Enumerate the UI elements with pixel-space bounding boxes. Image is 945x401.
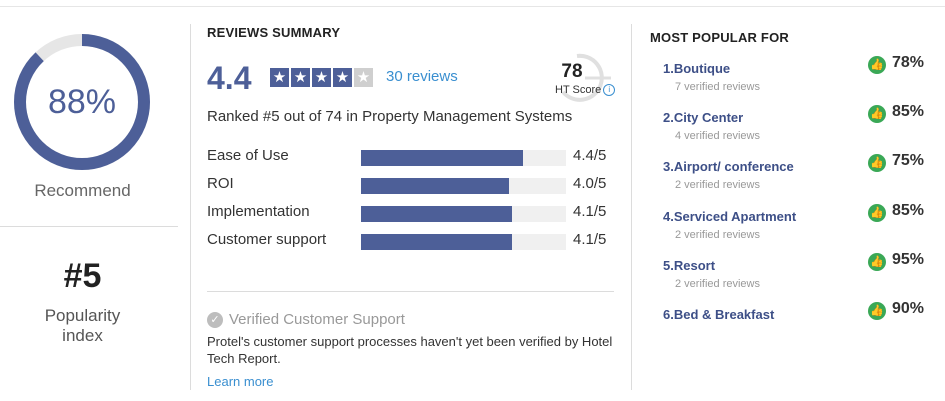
popular-item-name[interactable]: 4.Serviced Apartment: [663, 209, 797, 224]
criteria-bar: [361, 178, 566, 194]
criteria-value: 4.4/5: [573, 147, 607, 164]
criteria-bar-fill: [361, 150, 524, 166]
reviews-summary-title: REVIEWS SUMMARY: [207, 25, 341, 40]
ht-score-dial-icon: [561, 53, 611, 102]
criteria-row: Ease of Use 4.4/5: [207, 147, 617, 167]
popular-item-name[interactable]: 1.Boutique: [663, 61, 731, 76]
verified-support-description: Protel's customer support processes have…: [207, 334, 613, 366]
criteria-row: Implementation 4.1/5: [207, 203, 617, 223]
popular-item-reviews: 4 verified reviews: [675, 130, 760, 142]
criteria-bar: [361, 150, 566, 166]
check-circle-icon: ✓: [207, 311, 223, 328]
criteria-label: ROI: [207, 175, 234, 192]
criteria-bar-fill: [361, 206, 513, 222]
verified-support-heading: ✓ Verified Customer Support: [207, 311, 405, 328]
popular-item[interactable]: 4.Serviced Apartment 2 verified reviews 👍 8…: [663, 202, 933, 253]
popular-item-percent: 85%: [892, 202, 925, 219]
middle-divider: [207, 291, 614, 292]
popular-item-reviews: 2 verified reviews: [675, 278, 760, 290]
ranked-text: Ranked #5 out of 74 in Property Manageme…: [207, 108, 573, 125]
thumbs-up-icon: 👍: [868, 154, 886, 172]
thumbs-up-icon: 👍: [868, 204, 886, 222]
criteria-bar-fill: [361, 234, 513, 250]
recommend-gauge: 88%: [13, 33, 151, 171]
info-icon[interactable]: i: [603, 84, 616, 96]
popular-item-percent: 78%: [892, 54, 925, 71]
popular-item[interactable]: 3.Airport/ conference 2 verified reviews 👍…: [663, 152, 933, 203]
popular-item[interactable]: 2.City Center 4 verified reviews 👍 85%: [663, 103, 933, 154]
popularity-label: Popularity index: [0, 306, 165, 346]
reviews-link[interactable]: 30 reviews: [386, 68, 458, 85]
top-divider: [0, 6, 945, 7]
criteria-value: 4.1/5: [573, 231, 607, 248]
popular-item-reviews: 2 verified reviews: [675, 229, 760, 241]
thumbs-up-icon: 👍: [868, 105, 886, 123]
most-popular-title: MOST POPULAR FOR: [650, 30, 789, 45]
overall-rating: 4.4: [207, 60, 252, 96]
popular-item-percent: 95%: [892, 251, 925, 268]
criteria-bar: [361, 234, 566, 250]
left-divider: [0, 226, 178, 227]
popular-item-percent: 75%: [892, 152, 925, 169]
criteria-value: 4.1/5: [573, 203, 607, 220]
star-filled-icon: ★: [333, 68, 352, 87]
recommend-label: Recommend: [34, 181, 131, 200]
popular-item-name[interactable]: 2.City Center: [663, 110, 744, 125]
star-rating: ★ ★ ★ ★ ★: [270, 68, 373, 87]
popularity-label-line1: Popularity: [44, 306, 121, 325]
popular-item-reviews: 2 verified reviews: [675, 179, 760, 191]
popular-item[interactable]: 1.Boutique 7 verified reviews 👍 78%: [663, 54, 933, 105]
popular-item-percent: 90%: [892, 300, 925, 317]
criteria-label: Implementation: [207, 203, 310, 220]
star-empty-icon: ★: [354, 68, 373, 87]
criteria-row: Customer support 4.1/5: [207, 231, 617, 251]
criteria-bar: [361, 206, 566, 222]
column-divider-right: [631, 24, 632, 390]
popular-item-name[interactable]: 6.Bed & Breakfast: [663, 307, 775, 322]
thumbs-up-icon: 👍: [868, 302, 886, 320]
criteria-label: Customer support: [207, 231, 327, 248]
thumbs-up-icon: 👍: [868, 253, 886, 271]
popular-item-name[interactable]: 5.Resort: [663, 258, 716, 273]
popular-item[interactable]: 5.Resort 2 verified reviews 👍 95%: [663, 251, 933, 302]
learn-more-link[interactable]: Learn more: [207, 374, 274, 389]
ht-score-label-text: HT Score: [555, 84, 602, 96]
verified-support-title: Verified Customer Support: [229, 311, 405, 328]
recommend-percent: 88%: [47, 82, 117, 121]
popular-item-percent: 85%: [892, 103, 925, 120]
ht-score-widget: 78 HT Score i: [545, 52, 620, 102]
thumbs-up-icon: 👍: [868, 56, 886, 74]
ht-score-label: HT Score i: [555, 84, 616, 96]
criteria-row: ROI 4.0/5: [207, 175, 617, 195]
popular-item-reviews: 7 verified reviews: [675, 81, 760, 93]
criteria-bar-fill: [361, 178, 509, 194]
criteria-label: Ease of Use: [207, 147, 289, 164]
popularity-rank: #5: [63, 257, 102, 295]
star-filled-icon: ★: [270, 68, 289, 87]
star-filled-icon: ★: [312, 68, 331, 87]
criteria-value: 4.0/5: [573, 175, 607, 192]
star-filled-icon: ★: [291, 68, 310, 87]
ht-score-value: 78: [561, 61, 583, 82]
popular-item[interactable]: 6.Bed & Breakfast 👍 90%: [663, 300, 933, 351]
popular-item-name[interactable]: 3.Airport/ conference: [663, 159, 794, 174]
popularity-label-line2: index: [62, 326, 103, 345]
column-divider-left: [190, 24, 191, 390]
